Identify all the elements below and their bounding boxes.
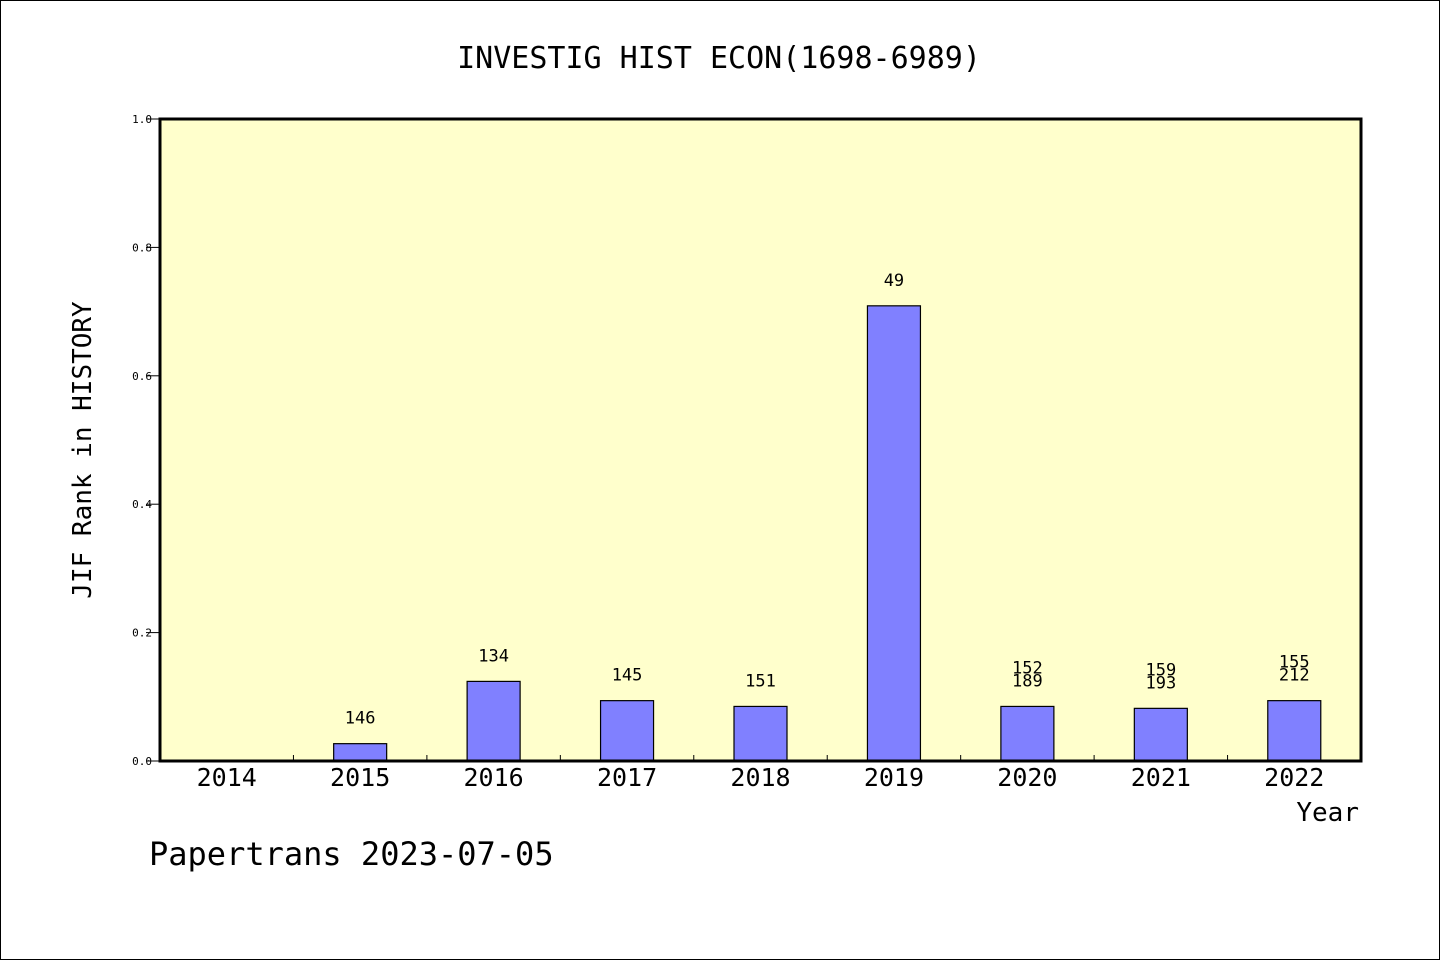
y-tick-label: 0.6 [132, 370, 152, 383]
bar-2019 [866, 305, 922, 762]
data-label-2022: 155 [1279, 653, 1310, 673]
bar-2021 [1133, 707, 1188, 762]
data-label-2018: 151 [745, 671, 776, 691]
data-label-2016: 134 [478, 646, 509, 666]
y-tick-label: 0.2 [132, 627, 152, 640]
data-label-2017: 145 [612, 666, 643, 686]
bar-2015 [333, 743, 388, 762]
y-tick-label: 1.0 [132, 113, 152, 126]
x-tick-label: 2016 [464, 763, 524, 792]
data-label-2021: 159 [1145, 660, 1176, 680]
footer-credit: Papertrans 2023-07-05 [149, 835, 554, 873]
plot-area [160, 119, 1361, 761]
bar-2017 [599, 700, 655, 762]
x-tick-label: 2020 [997, 763, 1057, 792]
chart-title: INVESTIG HIST ECON(1698-6989) [457, 41, 981, 76]
y-axis: 0.0 0.2 0.4 0.6 0.8 1.0 [132, 113, 160, 768]
bars-layer [333, 305, 1322, 762]
bar-2016 [466, 680, 521, 762]
x-tick-label: 2022 [1264, 763, 1324, 792]
x-axis: 2014 2015 2016 2017 2018 2019 2020 2021 2022 [197, 755, 1324, 792]
data-label-2015: 146 [345, 709, 376, 729]
x-tick-label: 2015 [330, 763, 390, 792]
data-label-2020: 189 [1012, 671, 1043, 691]
x-tick-label: 2014 [197, 763, 257, 792]
data-label-2021: 193 [1145, 673, 1176, 693]
x-tick-label: 2021 [1131, 763, 1191, 792]
x-axis-label: Year [1296, 798, 1359, 828]
bar-2020 [1000, 705, 1055, 762]
data-label-2022: 212 [1279, 666, 1310, 686]
y-axis-label: JIF Rank in HISTORY [68, 301, 98, 599]
y-tick-label: 0.0 [132, 755, 152, 768]
x-tick-label: 2018 [730, 763, 790, 792]
y-tick-label: 0.4 [132, 498, 152, 511]
bar-2022 [1267, 700, 1322, 762]
bar-2018 [733, 705, 788, 762]
plot-border [158, 117, 1363, 763]
data-label-2020: 152 [1012, 658, 1043, 678]
x-tick-label: 2017 [597, 763, 657, 792]
data-label-2019: 49 [884, 271, 904, 291]
x-tick-label: 2019 [864, 763, 924, 792]
y-tick-label: 0.8 [132, 241, 152, 254]
